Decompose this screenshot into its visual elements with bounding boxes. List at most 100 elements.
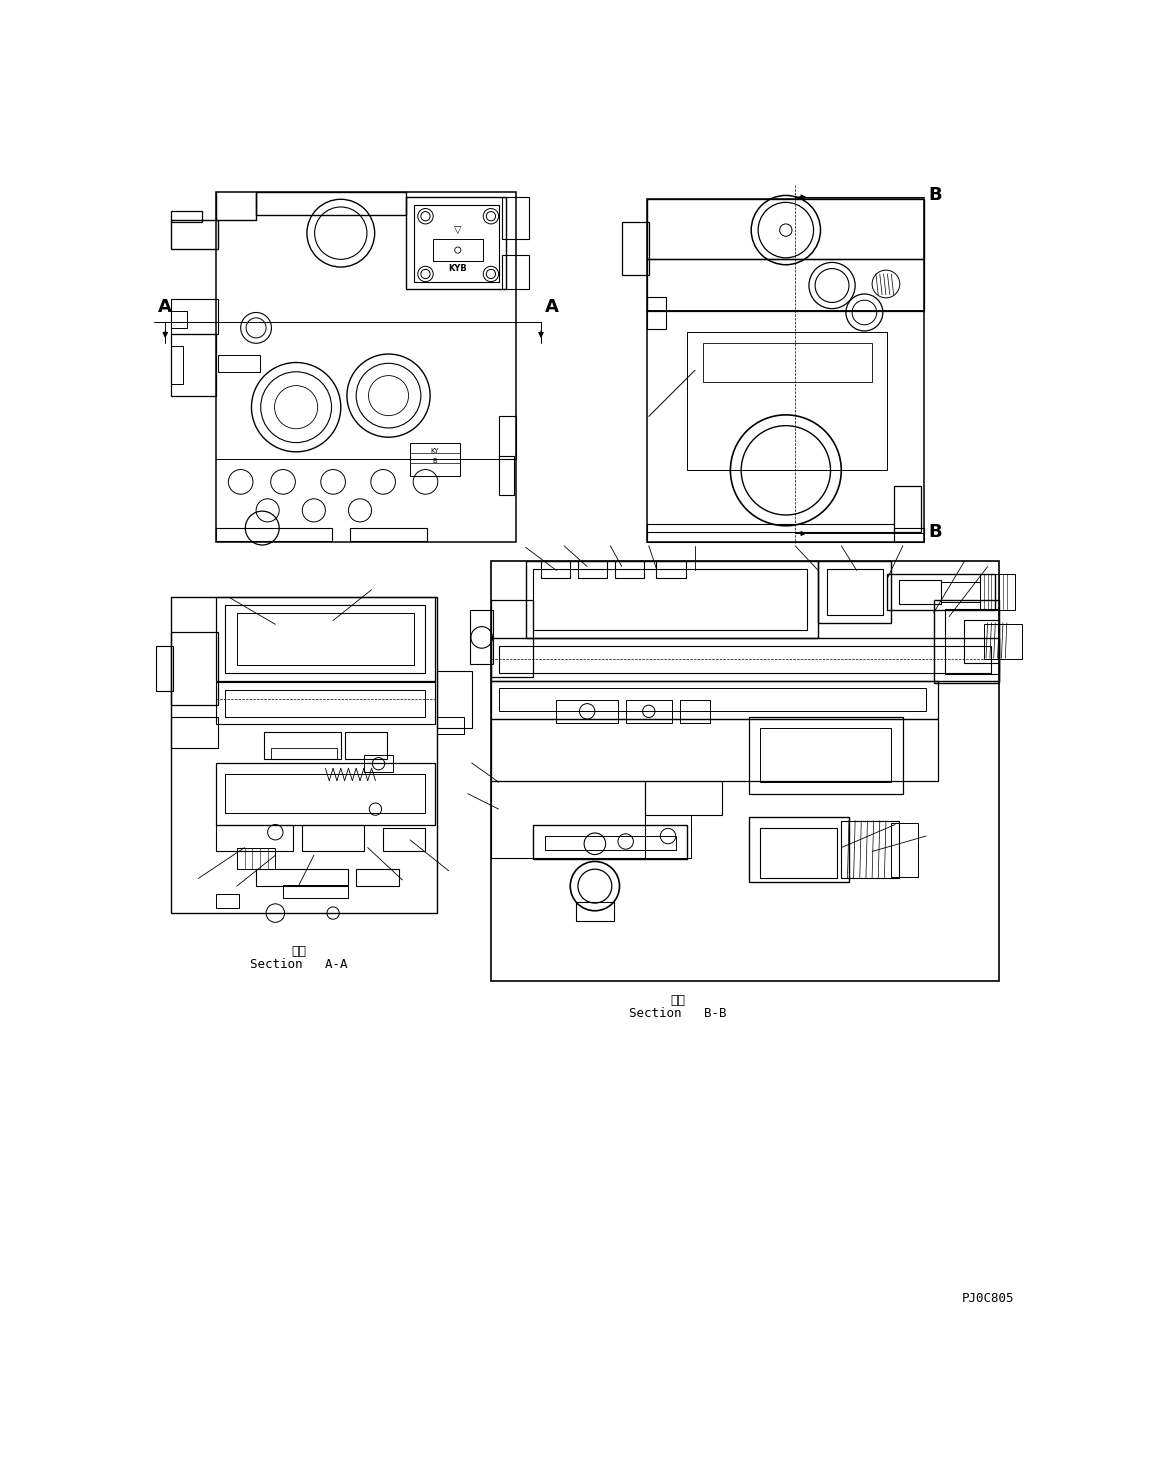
Bar xyxy=(499,416,515,459)
Bar xyxy=(437,717,464,733)
Bar xyxy=(216,597,435,681)
Bar xyxy=(216,825,293,852)
Bar xyxy=(216,191,516,542)
Bar xyxy=(645,815,691,857)
Text: KY: KY xyxy=(430,449,438,455)
Bar xyxy=(687,332,887,471)
Bar xyxy=(544,837,676,850)
Text: B: B xyxy=(433,458,437,464)
Bar xyxy=(502,255,529,289)
Bar xyxy=(171,632,217,705)
Bar xyxy=(216,529,331,541)
Bar xyxy=(491,561,999,980)
Bar xyxy=(491,638,999,681)
Bar xyxy=(648,311,925,542)
Bar xyxy=(491,780,645,857)
Bar xyxy=(256,869,349,886)
Bar xyxy=(364,755,393,772)
Bar xyxy=(256,191,406,215)
Bar xyxy=(749,818,849,883)
Bar xyxy=(615,561,644,578)
Bar xyxy=(556,701,618,723)
Bar xyxy=(171,345,183,384)
Bar xyxy=(648,259,925,311)
Bar xyxy=(761,729,891,782)
Bar xyxy=(356,869,399,886)
Bar xyxy=(626,701,672,723)
Bar xyxy=(156,646,173,690)
Text: Section   A-A: Section A-A xyxy=(250,958,348,972)
Bar xyxy=(656,561,686,578)
Bar xyxy=(383,828,426,852)
Bar xyxy=(899,581,941,604)
Bar xyxy=(237,847,276,869)
Bar xyxy=(984,625,1022,659)
Bar xyxy=(648,532,893,542)
Bar xyxy=(964,621,999,663)
Bar xyxy=(237,613,414,665)
Bar xyxy=(171,597,437,914)
Bar xyxy=(217,355,261,372)
Bar xyxy=(344,732,387,760)
Bar xyxy=(934,600,999,683)
Bar xyxy=(534,569,807,631)
Bar xyxy=(645,780,722,815)
Bar xyxy=(648,298,666,329)
Bar xyxy=(171,311,187,327)
Bar xyxy=(819,561,891,624)
Text: ▽: ▽ xyxy=(454,225,462,235)
Bar xyxy=(702,344,872,382)
Bar xyxy=(980,575,1014,610)
Bar xyxy=(406,197,506,289)
Text: PJ0C805: PJ0C805 xyxy=(962,1291,1014,1305)
Text: 断面: 断面 xyxy=(671,994,685,1007)
Bar xyxy=(350,529,427,541)
Text: B: B xyxy=(928,185,942,204)
Bar xyxy=(941,582,980,601)
Text: 断面: 断面 xyxy=(291,945,306,958)
Bar xyxy=(216,763,435,825)
Bar xyxy=(891,823,919,877)
Bar xyxy=(648,200,925,259)
Bar xyxy=(302,825,364,852)
Bar xyxy=(749,717,902,794)
Bar xyxy=(499,456,514,495)
Bar xyxy=(946,609,999,674)
Text: KYB: KYB xyxy=(449,264,468,273)
Text: B: B xyxy=(928,523,942,541)
Bar xyxy=(226,775,426,813)
Bar xyxy=(226,690,426,717)
Bar xyxy=(576,902,614,921)
Bar xyxy=(283,884,349,899)
Bar xyxy=(171,717,217,748)
Bar xyxy=(411,443,461,475)
Bar xyxy=(491,600,534,677)
Bar xyxy=(499,689,926,711)
Bar xyxy=(491,720,937,780)
Bar xyxy=(827,569,883,615)
Bar xyxy=(171,299,217,335)
Bar xyxy=(502,197,529,240)
Bar xyxy=(216,683,435,724)
Bar xyxy=(437,671,472,729)
Bar xyxy=(893,529,925,542)
Bar xyxy=(887,575,996,610)
Text: A: A xyxy=(158,298,172,315)
Bar xyxy=(491,681,937,720)
Text: A: A xyxy=(544,298,558,315)
Bar xyxy=(226,606,426,672)
Bar xyxy=(414,204,499,281)
Text: Section   B-B: Section B-B xyxy=(629,1007,727,1020)
Bar xyxy=(541,561,570,578)
Bar xyxy=(171,221,217,249)
Bar xyxy=(526,561,819,638)
Bar xyxy=(578,561,607,578)
Bar xyxy=(171,210,202,222)
Bar xyxy=(499,646,991,672)
Bar xyxy=(893,486,921,532)
Bar xyxy=(679,701,711,723)
Bar xyxy=(171,335,216,395)
Bar xyxy=(841,820,899,878)
Bar xyxy=(470,610,493,665)
Bar xyxy=(648,200,925,311)
